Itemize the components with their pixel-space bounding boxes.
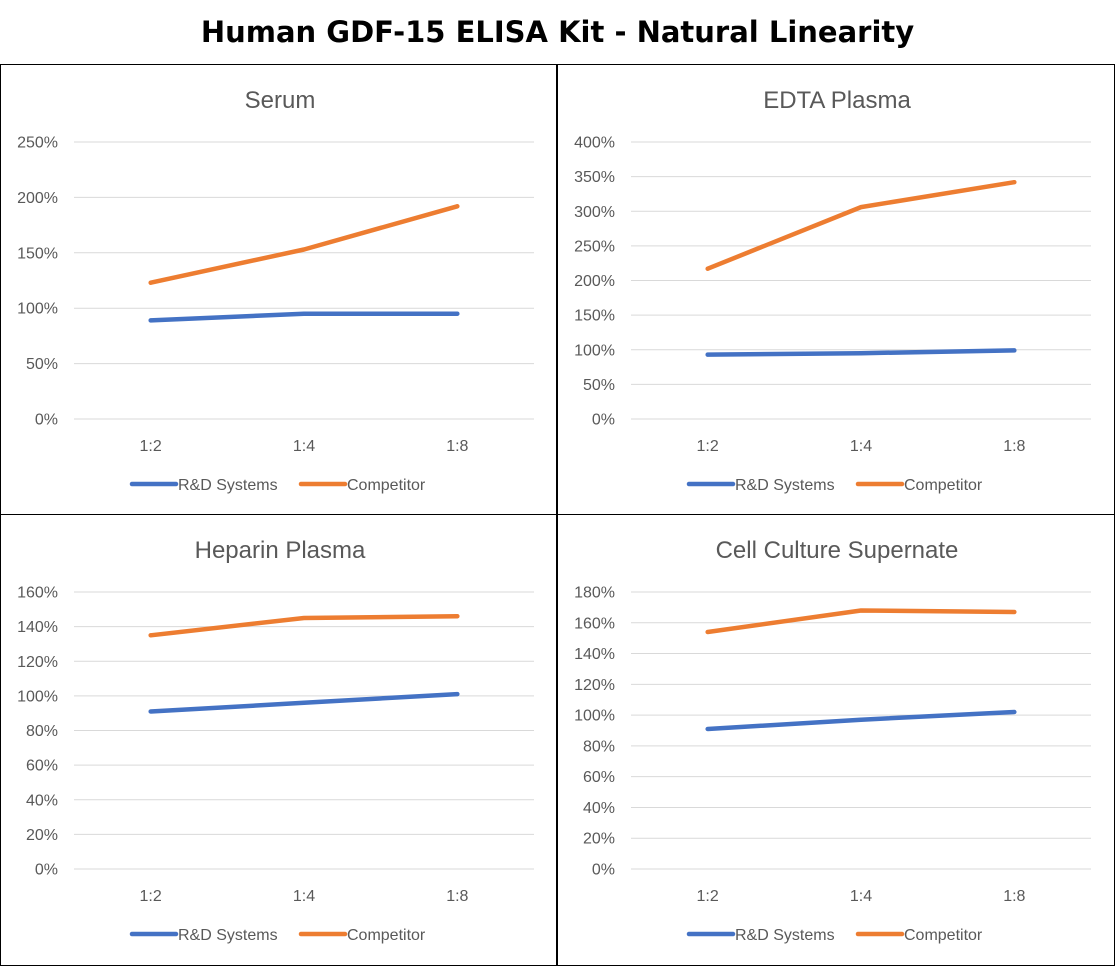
x-tick-label: 1:4 [850,888,872,905]
data-point-r-d-systems [302,700,306,705]
y-tick-label: 140% [17,619,58,636]
x-tick-label: 1:2 [140,888,162,905]
series-line-competitor [705,608,1017,635]
y-tick-label: 50% [583,377,615,394]
legend-label-r-d-systems: R&D Systems [735,927,835,944]
y-tick-label: 350% [574,169,615,186]
y-tick-label: 400% [574,135,615,152]
y-tick-label: 150% [574,308,615,325]
y-tick-label: 100% [17,301,58,318]
x-tick-label: 1:4 [293,438,315,455]
y-tick-label: 160% [574,615,615,632]
chart-panel-edta-plasma: EDTA Plasma 0% 50% 100% 150% 200% 250% 300% 350%… [557,64,1115,515]
y-tick-label: 0% [592,862,615,879]
x-tick-label: 1:8 [446,888,468,905]
y-tick-label: 100% [574,342,615,359]
y-tick-label: 250% [574,238,615,255]
y-tick-label: 80% [26,723,58,740]
data-point-competitor [705,630,710,635]
legend-label-competitor: Competitor [347,927,426,944]
y-tick-label: 150% [17,245,58,262]
data-point-competitor [148,633,153,638]
legend: R&D Systems Competitor [686,927,983,944]
y-tick-label: 0% [35,862,58,879]
data-point-competitor [859,608,863,613]
legend: R&D Systems Competitor [129,477,426,494]
legend-label-r-d-systems: R&D Systems [178,477,278,494]
y-tick-label: 140% [574,646,615,663]
data-point-competitor [148,280,153,285]
chart-panel-cell-culture-supernate: Cell Culture Supernate 0% 20% 40% 60% 80% 100%… [557,514,1115,966]
y-tick-label: 0% [592,412,615,429]
data-point-competitor [455,204,460,209]
data-point-competitor [455,614,460,619]
legend-label-r-d-systems: R&D Systems [178,927,278,944]
data-point-competitor [1012,180,1017,185]
x-tick-label: 1:2 [697,888,719,905]
y-tick-label: 100% [17,688,58,705]
y-tick-label: 200% [574,273,615,290]
data-point-r-d-systems [455,692,460,697]
y-tick-label: 40% [583,800,615,817]
data-point-r-d-systems [705,352,710,357]
data-point-competitor [1012,610,1017,615]
data-point-r-d-systems [302,311,306,316]
x-tick-label: 1:8 [1003,438,1025,455]
legend-label-competitor: Competitor [347,477,426,494]
chart-edta-plasma: EDTA Plasma 0% 50% 100% 150% 200% 250% 300% 350%… [574,87,1091,494]
y-tick-label: 60% [583,769,615,786]
y-tick-label: 300% [574,204,615,221]
y-tick-label: 250% [17,135,58,152]
chart-heparin-plasma: Heparin Plasma 0% 20% 40% 60% 80% 100% 120% 140%… [17,537,534,944]
chart-panel-serum: Serum 0% 50% 100% 150% 200% 250% 1:2 1:4 1:8 R&D S… [0,64,557,515]
y-tick-label: 100% [574,708,615,725]
x-tick-label: 1:4 [850,438,872,455]
chart-title: EDTA Plasma [763,87,911,114]
chart-title: Cell Culture Supernate [716,537,959,564]
legend: R&D Systems Competitor [129,927,426,944]
data-point-r-d-systems [859,351,863,356]
y-tick-label: 120% [17,654,58,671]
chart-title: Heparin Plasma [195,537,366,564]
y-tick-label: 120% [574,677,615,694]
data-point-r-d-systems [1012,348,1017,353]
data-point-r-d-systems [148,318,153,323]
chart-serum: Serum 0% 50% 100% 150% 200% 250% 1:2 1:4 1:8 R&D S… [17,87,534,494]
x-tick-label: 1:4 [293,888,315,905]
y-tick-label: 20% [583,831,615,848]
y-tick-label: 0% [35,412,58,429]
main-title: Human GDF-15 ELISA Kit - Natural Lineari… [200,15,915,49]
y-tick-label: 40% [26,792,58,809]
chart-panel-heparin-plasma: Heparin Plasma 0% 20% 40% 60% 80% 100% 120% 140%… [0,514,557,966]
legend-label-r-d-systems: R&D Systems [735,477,835,494]
x-tick-label: 1:8 [446,438,468,455]
y-tick-label: 180% [574,585,615,602]
y-tick-label: 20% [26,827,58,844]
series-line-competitor [148,204,460,285]
data-point-competitor [705,266,710,271]
y-tick-label: 160% [17,585,58,602]
legend: R&D Systems Competitor [686,477,983,494]
chart-cell-culture-supernate: Cell Culture Supernate 0% 20% 40% 60% 80% 100%… [574,537,1091,944]
data-point-r-d-systems [1012,710,1017,715]
x-tick-label: 1:2 [697,438,719,455]
data-point-competitor [859,205,863,210]
x-tick-label: 1:8 [1003,888,1025,905]
chart-grid: Serum 0% 50% 100% 150% 200% 250% 1:2 1:4 1:8 R&D S… [0,64,1115,966]
series-line-competitor [705,179,1017,271]
data-point-competitor [302,615,306,620]
data-point-r-d-systems [859,717,863,722]
y-tick-label: 200% [17,190,58,207]
chart-title: Serum [245,87,316,114]
data-point-r-d-systems [455,311,460,316]
y-tick-label: 50% [26,356,58,373]
data-point-r-d-systems [148,709,153,714]
x-tick-label: 1:2 [140,438,162,455]
legend-label-competitor: Competitor [904,477,983,494]
y-tick-label: 60% [26,758,58,775]
legend-label-competitor: Competitor [904,927,983,944]
data-point-r-d-systems [705,726,710,731]
y-tick-label: 80% [583,738,615,755]
data-point-competitor [302,247,306,252]
